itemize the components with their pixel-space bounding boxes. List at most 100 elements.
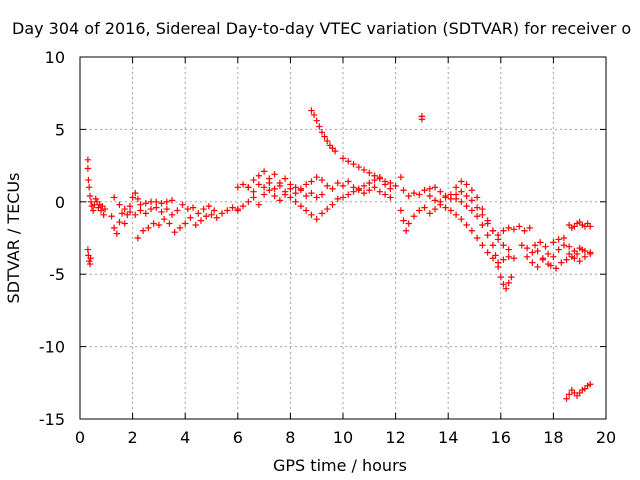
data-point	[179, 201, 186, 208]
data-point	[316, 123, 323, 130]
data-point	[318, 210, 326, 217]
data-point	[489, 227, 497, 234]
data-point	[271, 171, 278, 178]
data-point	[101, 205, 109, 213]
data-point	[534, 263, 541, 271]
data-point	[176, 224, 184, 232]
x-tick-label: 14	[438, 428, 458, 447]
data-point	[345, 178, 352, 185]
data-point	[468, 187, 476, 194]
data-point	[355, 163, 362, 171]
data-point	[153, 204, 160, 211]
data-point	[234, 205, 241, 213]
data-point	[287, 185, 294, 192]
data-point	[113, 230, 121, 237]
data-point	[350, 188, 357, 195]
data-point	[224, 207, 231, 214]
series-start-low	[84, 246, 94, 268]
data-point	[479, 221, 486, 229]
data-point	[581, 253, 589, 261]
data-point	[397, 207, 405, 214]
data-point	[510, 226, 518, 233]
data-point	[550, 253, 557, 261]
data-point	[366, 169, 373, 177]
data-point	[437, 198, 444, 205]
data-point	[447, 191, 455, 198]
data-point	[397, 173, 405, 181]
y-tick-label: 0	[55, 193, 65, 212]
data-point	[297, 202, 305, 210]
data-point	[521, 227, 528, 234]
data-point	[292, 184, 299, 191]
data-point	[416, 191, 423, 198]
data-point	[160, 215, 168, 223]
data-point	[189, 204, 197, 211]
data-point	[153, 198, 160, 205]
data-point	[410, 213, 418, 220]
series-tail-b	[523, 234, 594, 271]
data-point	[213, 214, 220, 221]
data-point	[187, 214, 194, 221]
data-point	[126, 202, 134, 210]
data-point	[308, 107, 315, 114]
data-point	[313, 117, 320, 124]
data-point	[271, 185, 278, 192]
data-point	[437, 188, 444, 195]
data-point	[355, 185, 362, 192]
data-point	[86, 192, 94, 200]
data-point	[473, 204, 481, 211]
data-point	[360, 189, 368, 197]
data-point	[276, 197, 284, 204]
data-point	[334, 179, 341, 187]
data-point	[145, 224, 152, 232]
data-point	[313, 215, 320, 223]
series-late-band-b	[397, 201, 518, 266]
data-point	[421, 204, 428, 211]
data-point	[442, 194, 449, 201]
y-tick-labels: -15 -10 -5 0 5 10	[39, 48, 65, 429]
data-point	[418, 116, 426, 123]
data-point	[239, 202, 247, 210]
data-point	[542, 243, 549, 250]
data-point	[345, 191, 352, 198]
series-tail-bottom	[563, 381, 594, 402]
data-point	[539, 256, 547, 263]
x-tick-label: 16	[491, 428, 511, 447]
data-point	[313, 173, 320, 181]
data-point	[587, 250, 594, 258]
data-point	[463, 202, 470, 210]
data-point	[468, 227, 476, 234]
data-point	[250, 188, 257, 195]
data-point	[318, 191, 326, 198]
data-point	[452, 195, 460, 203]
data-point	[184, 205, 192, 213]
data-point	[568, 253, 576, 261]
series-early-band-b	[110, 194, 218, 219]
data-point	[458, 198, 465, 205]
data-point	[360, 166, 368, 174]
data-point	[324, 182, 331, 190]
y-tick-label: 5	[55, 120, 65, 139]
data-point	[484, 231, 491, 239]
data-point	[573, 250, 581, 258]
data-point	[321, 133, 328, 140]
data-point	[142, 210, 149, 217]
data-point	[229, 204, 236, 211]
data-point	[158, 208, 165, 216]
data-point	[431, 184, 439, 191]
data-point	[508, 273, 515, 281]
data-point	[560, 242, 568, 249]
data-point	[329, 201, 336, 208]
data-point	[86, 184, 93, 191]
data-point	[166, 220, 173, 227]
data-point	[479, 205, 486, 213]
data-point	[134, 234, 142, 242]
data-point	[86, 260, 94, 268]
data-point	[371, 172, 378, 179]
data-point	[255, 172, 263, 179]
data-point	[426, 185, 433, 192]
data-point	[547, 262, 554, 269]
data-point	[345, 158, 352, 165]
y-tick-label: 10	[45, 48, 65, 67]
data-point	[310, 111, 318, 119]
